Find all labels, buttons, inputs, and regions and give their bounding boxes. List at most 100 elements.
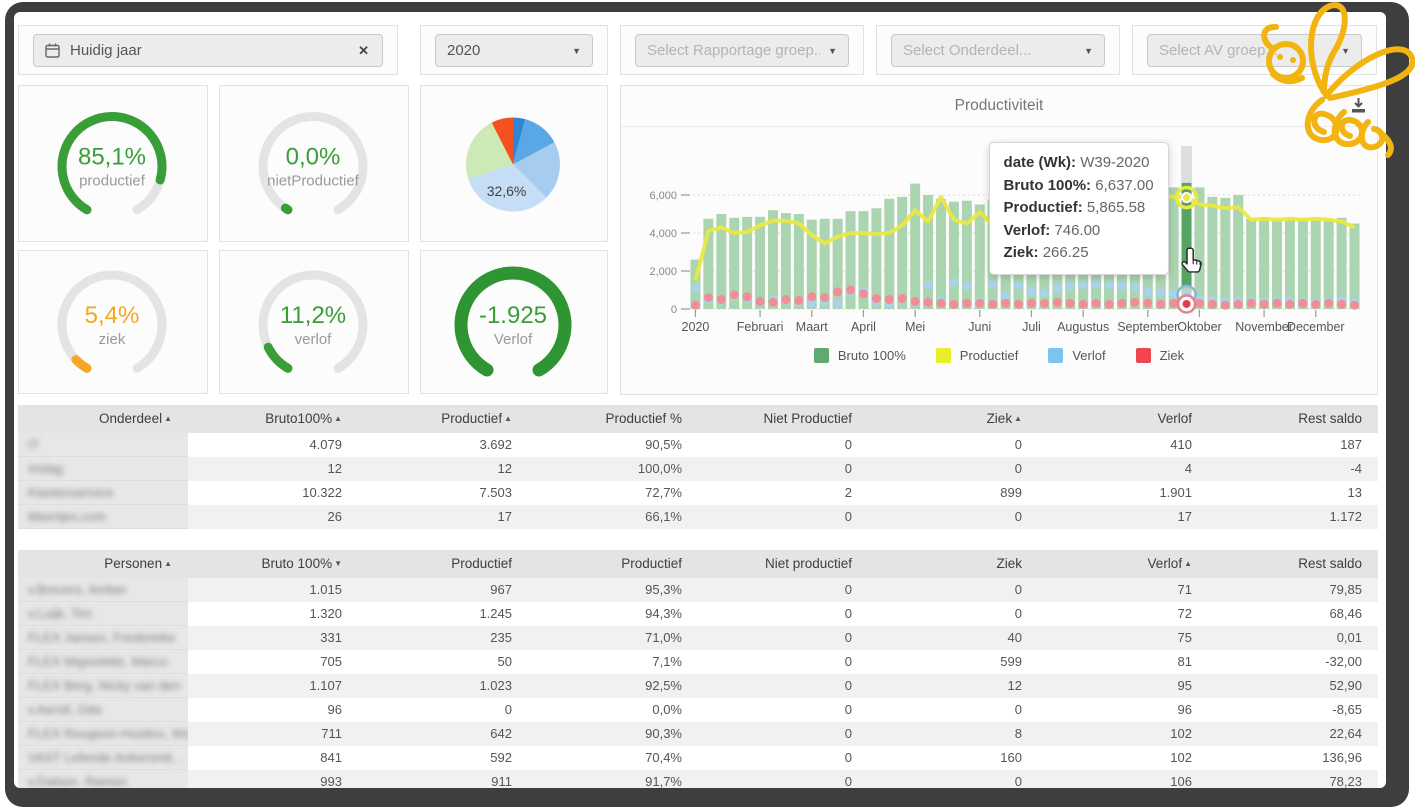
bar-bruto [832, 218, 843, 309]
column-header[interactable]: Rest saldo [1298, 411, 1362, 426]
dot-ziek [1259, 299, 1269, 309]
svg-text:Juli: Juli [1022, 320, 1041, 334]
bar-bruto [948, 201, 959, 309]
table-row[interactable]: v.Luijk, Tim 1.320 1.245 94,3% 0 0 72 68,46 [18, 602, 1378, 626]
dot-verlof [1117, 281, 1127, 291]
dot-ziek [1298, 298, 1308, 308]
row-name: VAST Lefende Ankersmit, . [18, 746, 188, 770]
svg-text:Oktober: Oktober [1177, 320, 1221, 334]
table-row[interactable]: FLEX Jansen, Frederieke 331 235 71,0% 0 40 75 0… [18, 626, 1378, 650]
dot-verlof [1001, 291, 1010, 300]
column-header[interactable]: Productief [451, 556, 512, 571]
rapportage-filter-panel: Select Rapportage groep... ▼ [620, 25, 864, 75]
column-header[interactable]: Rest saldo [1298, 556, 1362, 571]
table-cell: 642 [490, 726, 512, 741]
table-cell: 96 [1177, 702, 1192, 717]
column-header[interactable]: Ziek [996, 556, 1022, 571]
bar-bruto [1336, 217, 1347, 309]
onderdeel-filter-panel: Select Onderdeel... ▼ [876, 25, 1120, 75]
table-row[interactable]: FLEX Rougeon-Hustinx, Wo. 711 642 90,3% 0 8 10… [18, 722, 1378, 746]
column-header[interactable]: Productief % [605, 411, 682, 426]
table-cell: 711 [321, 726, 342, 741]
legend-item[interactable]: Productief [935, 348, 1018, 363]
table-cell: 52,90 [1329, 678, 1362, 693]
table-row[interactable]: Meertjes.com 26 17 66,1% 0 0 17 1.172 [18, 505, 1378, 529]
svg-text:November: November [1235, 320, 1293, 334]
row-name: FLEX Mignolette, Marco [18, 650, 188, 674]
column-header[interactable]: Bruto 100% ▼ [261, 556, 342, 571]
table-cell: 1.015 [309, 582, 342, 597]
dot-verlof [1169, 289, 1178, 299]
column-header[interactable]: Personen ▲ [18, 550, 188, 578]
chevron-down-icon: ▼ [828, 45, 837, 56]
column-header[interactable]: Niet Productief [763, 411, 852, 426]
hover-band [1181, 146, 1193, 183]
av-groep-select[interactable]: Select AV groep... ▼ [1147, 34, 1362, 67]
table-row[interactable]: FLEX Berg, Nicky van den 1.107 1.023 92,5% 0… [18, 674, 1378, 698]
legend-item[interactable]: Verlof [1048, 348, 1106, 363]
table-cell: 40 [1007, 630, 1022, 645]
slice-2 [513, 119, 555, 165]
dot-ziek [897, 294, 907, 304]
table-row[interactable]: FLEX Mignolette, Marco 705 50 7,1% 0 599 81 -32… [18, 650, 1378, 674]
bar-bruto [897, 196, 908, 309]
pie-chart-widget: 32,6% [420, 85, 608, 242]
svg-text:Juni: Juni [968, 320, 991, 334]
table-row[interactable]: Klantenservice 10.322 7.503 72,7% 2 899 1.901 1… [18, 481, 1378, 505]
table-cell: 0 [1014, 509, 1022, 524]
table-cell: 72,7% [645, 485, 682, 500]
dot-verlof [923, 280, 933, 290]
svg-text:December: December [1287, 320, 1345, 334]
dot-verlof [1130, 282, 1140, 292]
table-cell: 1.107 [309, 678, 342, 693]
table-row[interactable]: v.Aerslt, Gita 96 0 0,0% 0 0 96 -8,65 [18, 698, 1378, 722]
rapportage-groep-select[interactable]: Select Rapportage groep... ▼ [635, 34, 849, 67]
table-row[interactable]: IT 4.079 3.692 90,5% 0 0 410 187 [18, 433, 1378, 457]
column-header[interactable]: Niet productief [764, 556, 852, 571]
table-cell: 136,96 [1322, 750, 1362, 765]
row-name: v.Dalsen, Ramon [18, 770, 188, 788]
table-cell: 1.901 [1159, 485, 1192, 500]
row-name: Meertjes.com [18, 505, 188, 529]
dot-ziek [975, 298, 985, 308]
column-header[interactable]: Verlof ▲ [1147, 556, 1192, 571]
table-row[interactable]: Inslag 12 12 100,0% 0 0 4 -4 [18, 457, 1378, 481]
column-header[interactable]: Productief [621, 556, 682, 571]
date-range-picker[interactable]: Huidig jaar ✕ [33, 34, 383, 67]
bar-bruto [884, 198, 895, 309]
legend-item[interactable]: Ziek [1135, 348, 1184, 363]
svg-text:2,000: 2,000 [649, 266, 677, 278]
column-header[interactable]: Onderdeel ▲ [18, 405, 188, 433]
dot-ziek [729, 290, 739, 300]
table-cell: 187 [1340, 437, 1362, 452]
table-cell: 1.023 [479, 678, 512, 693]
clear-date-filter-icon[interactable]: ✕ [358, 42, 369, 58]
dot-ziek [923, 297, 933, 307]
table-row[interactable]: v.Brevers, Amber 1.015 967 95,3% 0 0 71 79,85 [18, 578, 1378, 602]
dot-verlof [807, 299, 817, 308]
table-cell: 0 [844, 509, 852, 524]
dot-ziek [1104, 299, 1114, 309]
dot-ziek [1065, 298, 1075, 308]
column-header[interactable]: Productief ▲ [441, 411, 512, 426]
dot-ziek [1117, 298, 1127, 308]
table-cell: 0 [844, 582, 852, 597]
dot-ziek [1078, 299, 1088, 309]
svg-text:nietProductief: nietProductief [267, 173, 360, 190]
av-groep-filter-panel: Select AV groep... ▼ [1132, 25, 1377, 75]
bar-bruto [1181, 182, 1192, 309]
column-header[interactable]: Bruto100% ▲ [265, 411, 342, 426]
column-header[interactable]: Ziek ▲ [986, 411, 1022, 426]
table-row[interactable]: v.Dalsen, Ramon 993 911 91,7% 0 0 106 78,23 [18, 770, 1378, 788]
legend-item[interactable]: Bruto 100% [813, 348, 906, 363]
onderdeel-select[interactable]: Select Onderdeel... ▼ [891, 34, 1105, 67]
year-select[interactable]: 2020 ▼ [435, 34, 593, 67]
dot-ziek [1220, 300, 1230, 310]
table-cell: 993 [320, 774, 342, 788]
table-cell: 102 [1170, 726, 1192, 741]
column-header[interactable]: Verlof [1157, 411, 1192, 426]
table-cell: 3.692 [479, 437, 512, 452]
date-range-value: Huidig jaar [70, 42, 142, 59]
table-cell: 0 [844, 654, 852, 669]
table-row[interactable]: VAST Lefende Ankersmit, . 841 592 70,4% 0 160… [18, 746, 1378, 770]
